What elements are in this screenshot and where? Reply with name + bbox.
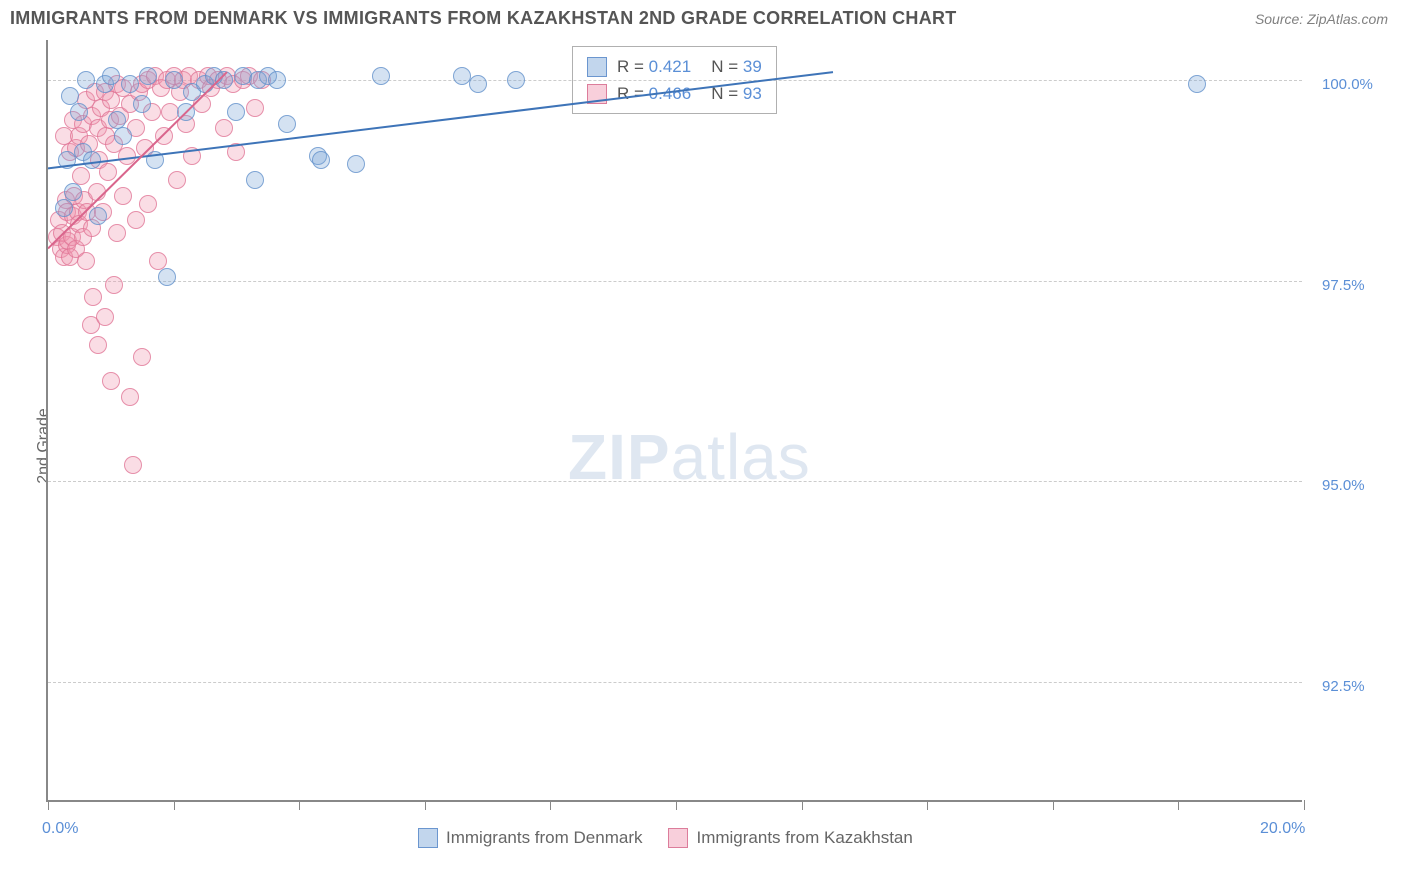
point-denmark <box>139 67 157 85</box>
point-kazakhstan <box>127 211 145 229</box>
point-kazakhstan <box>99 163 117 181</box>
chart-area: 2nd Grade ZIPatlas R = 0.421 N = 39 R = … <box>0 36 1406 856</box>
point-denmark <box>158 268 176 286</box>
point-kazakhstan <box>124 456 142 474</box>
point-kazakhstan <box>105 276 123 294</box>
point-kazakhstan <box>227 143 245 161</box>
point-denmark <box>372 67 390 85</box>
point-kazakhstan <box>108 224 126 242</box>
series-legend: Immigrants from Denmark Immigrants from … <box>418 828 913 848</box>
gridline-h <box>48 682 1302 683</box>
point-denmark <box>133 95 151 113</box>
point-denmark <box>121 75 139 93</box>
point-denmark <box>312 151 330 169</box>
swatch-kazakhstan-icon <box>587 84 607 104</box>
legend-item-kazakhstan: Immigrants from Kazakhstan <box>668 828 912 848</box>
ytick-label: 92.5% <box>1322 678 1365 695</box>
point-kazakhstan <box>102 372 120 390</box>
xtick <box>802 800 803 810</box>
ytick-label: 97.5% <box>1322 277 1365 294</box>
xtick <box>174 800 175 810</box>
swatch-denmark-icon <box>418 828 438 848</box>
point-denmark <box>1188 75 1206 93</box>
point-denmark <box>61 87 79 105</box>
xtick <box>927 800 928 810</box>
point-kazakhstan <box>215 119 233 137</box>
n-value-kazakhstan: 93 <box>743 84 762 103</box>
point-denmark <box>70 103 88 121</box>
gridline-h <box>48 481 1302 482</box>
point-denmark <box>55 199 73 217</box>
point-kazakhstan <box>118 147 136 165</box>
point-denmark <box>83 151 101 169</box>
point-kazakhstan <box>114 187 132 205</box>
plot-region: ZIPatlas R = 0.421 N = 39 R = 0.466 N = … <box>46 40 1302 802</box>
chart-source: Source: ZipAtlas.com <box>1255 11 1388 27</box>
swatch-kazakhstan-icon <box>668 828 688 848</box>
point-kazakhstan <box>77 252 95 270</box>
point-kazakhstan <box>88 183 106 201</box>
point-denmark <box>89 207 107 225</box>
point-kazakhstan <box>246 99 264 117</box>
stats-row-kazakhstan: R = 0.466 N = 93 <box>587 80 762 107</box>
legend-item-denmark: Immigrants from Denmark <box>418 828 642 848</box>
legend-label-denmark: Immigrants from Denmark <box>446 828 642 848</box>
point-denmark <box>227 103 245 121</box>
xtick <box>299 800 300 810</box>
ytick-label: 95.0% <box>1322 477 1365 494</box>
n-label: N = <box>711 84 743 103</box>
point-kazakhstan <box>121 388 139 406</box>
xtick <box>48 800 49 810</box>
xtick <box>1053 800 1054 810</box>
point-kazakhstan <box>133 348 151 366</box>
point-denmark <box>77 71 95 89</box>
point-kazakhstan <box>155 127 173 145</box>
stats-row-denmark: R = 0.421 N = 39 <box>587 53 762 80</box>
point-kazakhstan <box>89 336 107 354</box>
xtick-label: 20.0% <box>1260 820 1305 838</box>
point-kazakhstan <box>168 171 186 189</box>
point-denmark <box>114 127 132 145</box>
watermark-light: atlas <box>671 421 811 493</box>
legend-label-kazakhstan: Immigrants from Kazakhstan <box>696 828 912 848</box>
point-denmark <box>347 155 365 173</box>
swatch-denmark-icon <box>587 57 607 77</box>
xtick <box>1178 800 1179 810</box>
r-value-kazakhstan: 0.466 <box>649 84 692 103</box>
n-value-denmark: 39 <box>743 57 762 76</box>
gridline-h <box>48 281 1302 282</box>
point-denmark <box>165 71 183 89</box>
point-kazakhstan <box>96 308 114 326</box>
point-denmark <box>177 103 195 121</box>
point-denmark <box>64 183 82 201</box>
xtick <box>1304 800 1305 810</box>
point-kazakhstan <box>84 288 102 306</box>
ytick-label: 100.0% <box>1322 76 1373 93</box>
n-label: N = <box>711 57 743 76</box>
xtick <box>425 800 426 810</box>
point-denmark <box>469 75 487 93</box>
chart-header: IMMIGRANTS FROM DENMARK VS IMMIGRANTS FR… <box>0 0 1406 35</box>
point-denmark <box>246 171 264 189</box>
point-kazakhstan <box>183 147 201 165</box>
point-denmark <box>268 71 286 89</box>
xtick <box>676 800 677 810</box>
r-value-denmark: 0.421 <box>649 57 692 76</box>
r-label: R = <box>617 84 649 103</box>
point-denmark <box>215 71 233 89</box>
point-kazakhstan <box>139 195 157 213</box>
point-denmark <box>146 151 164 169</box>
point-denmark <box>102 67 120 85</box>
xtick <box>550 800 551 810</box>
point-denmark <box>507 71 525 89</box>
point-denmark <box>278 115 296 133</box>
chart-title: IMMIGRANTS FROM DENMARK VS IMMIGRANTS FR… <box>10 8 957 29</box>
xtick-label: 0.0% <box>42 820 78 838</box>
watermark: ZIPatlas <box>568 420 811 494</box>
watermark-bold: ZIP <box>568 421 671 493</box>
r-label: R = <box>617 57 649 76</box>
